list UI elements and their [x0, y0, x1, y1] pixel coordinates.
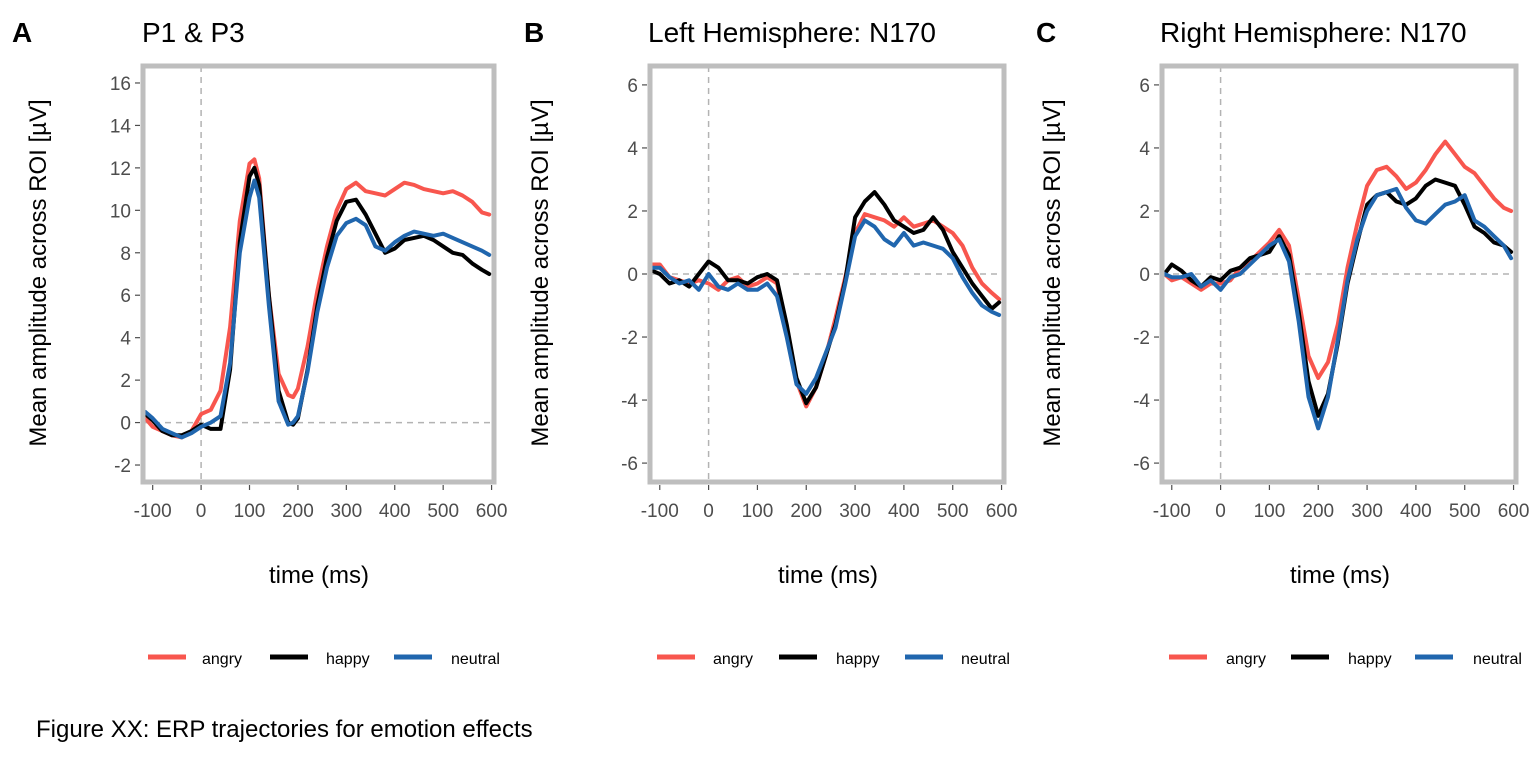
plot-frame — [140, 63, 497, 485]
x-tick-label: 600 — [476, 501, 508, 522]
series-line-happy — [1162, 177, 1514, 418]
y-axis-label-b: Mean amplitude across ROI [µV] — [527, 99, 554, 446]
x-tick-label: 400 — [1400, 501, 1432, 522]
x-tick-label: 100 — [1254, 501, 1286, 522]
y-tick-label: -6 — [621, 454, 638, 475]
x-tick-label: 600 — [986, 501, 1018, 522]
x-tick-label: 300 — [330, 501, 362, 522]
x-tick-label: 0 — [196, 501, 207, 522]
y-tick-label: -6 — [1133, 454, 1150, 475]
series-line-happy — [650, 190, 1002, 406]
panel-letter-a: A — [12, 17, 32, 48]
x-axis-label-b: time (ms) — [778, 562, 878, 589]
y-tick-label: 12 — [110, 159, 131, 180]
panel-a: A P1 & P3 Mean amplitude across ROI [µV]… — [12, 17, 507, 668]
plot-area-c: -6 -4 -2 0 2 4 6 -100 0 100 200 300 400 500 600 — [1133, 63, 1530, 522]
y-axis-label-a: Mean amplitude across ROI [µV] — [25, 99, 52, 446]
y-tick-label: 6 — [120, 286, 131, 307]
series-line-neutral — [1162, 186, 1514, 431]
x-tick-label: -100 — [641, 501, 679, 522]
legend-label-angry: angry — [1226, 651, 1266, 668]
x-tick-label: 0 — [1215, 501, 1226, 522]
legend-label-happy: happy — [326, 651, 370, 668]
series-line-angry — [143, 157, 492, 440]
y-axis-label-c: Mean amplitude across ROI [µV] — [1039, 99, 1066, 446]
x-tick-label: 200 — [282, 501, 314, 522]
legend-label-happy: happy — [1348, 651, 1392, 668]
panel-letter-b: B — [524, 17, 544, 48]
x-tick-label: 500 — [427, 501, 459, 522]
y-tick-label: 2 — [627, 202, 638, 223]
x-tick-label: 300 — [1351, 501, 1383, 522]
x-tick-label: 400 — [888, 501, 920, 522]
series-line-happy — [143, 165, 492, 438]
legend-a: angry happy neutral — [148, 651, 500, 668]
x-tick-label: 300 — [839, 501, 871, 522]
y-tick-label: -4 — [1133, 391, 1150, 412]
legend-label-neutral: neutral — [961, 651, 1010, 668]
panel-c: C Right Hemisphere: N170 Mean amplitude … — [1036, 17, 1529, 668]
panel-title-a: P1 & P3 — [142, 17, 245, 48]
legend-label-happy: happy — [836, 651, 880, 668]
plot-area-a: -2 0 2 4 6 8 10 12 14 16 -100 0 100 200 300 400 500 600 — [110, 63, 508, 522]
x-tick-label: 400 — [379, 501, 411, 522]
legend-label-angry: angry — [713, 651, 753, 668]
y-tick-label: 6 — [1139, 76, 1150, 97]
x-tick-label: 200 — [790, 501, 822, 522]
x-tick-label: 0 — [703, 501, 714, 522]
plot-frame — [1159, 63, 1519, 485]
y-tick-label: 4 — [120, 329, 131, 350]
y-tick-label: -2 — [1133, 328, 1150, 349]
x-tick-label: 500 — [1449, 501, 1481, 522]
x-tick-label: -100 — [134, 501, 172, 522]
x-tick-label: 200 — [1302, 501, 1334, 522]
panel-title-b: Left Hemisphere: N170 — [648, 17, 936, 48]
legend-label-neutral: neutral — [451, 651, 500, 668]
x-tick-label: 100 — [234, 501, 266, 522]
series-line-neutral — [143, 178, 492, 440]
y-tick-label: 6 — [627, 76, 638, 97]
y-tick-label: 8 — [120, 244, 131, 265]
x-tick-label: 100 — [742, 501, 774, 522]
legend-label-angry: angry — [202, 651, 242, 668]
y-tick-label: 4 — [1139, 139, 1150, 160]
y-tick-label: -2 — [114, 456, 131, 477]
y-tick-label: 2 — [1139, 202, 1150, 223]
x-tick-label: 500 — [937, 501, 969, 522]
series-line-angry — [1162, 139, 1514, 380]
y-tick-label: 0 — [627, 265, 638, 286]
y-tick-label: 2 — [120, 371, 131, 392]
y-tick-label: -4 — [621, 391, 638, 412]
y-tick-label: 14 — [110, 116, 132, 137]
y-tick-label: 0 — [120, 414, 131, 435]
panel-b: B Left Hemisphere: N170 Mean amplitude a… — [524, 17, 1017, 668]
x-axis-label-a: time (ms) — [269, 562, 369, 589]
y-tick-label: -2 — [621, 328, 638, 349]
y-tick-label: 10 — [110, 201, 131, 222]
plot-frame — [647, 63, 1007, 485]
panel-letter-c: C — [1036, 17, 1056, 48]
x-tick-label: 600 — [1498, 501, 1530, 522]
panel-title-c: Right Hemisphere: N170 — [1160, 17, 1467, 48]
x-tick-label: -100 — [1153, 501, 1191, 522]
series-line-neutral — [650, 218, 1002, 396]
plot-area-b: -6 -4 -2 0 2 4 6 -100 0 100 200 300 400 500 600 — [621, 63, 1018, 522]
legend-b: angry happy neutral — [657, 651, 1010, 668]
y-tick-label: 0 — [1139, 265, 1150, 286]
legend-c: angry happy neutral — [1169, 651, 1522, 668]
legend-label-neutral: neutral — [1473, 651, 1522, 668]
x-axis-label-c: time (ms) — [1290, 562, 1390, 589]
y-tick-label: 16 — [110, 74, 131, 95]
figure-caption: Figure XX: ERP trajectories for emotion … — [36, 716, 533, 743]
y-tick-label: 4 — [627, 139, 638, 160]
